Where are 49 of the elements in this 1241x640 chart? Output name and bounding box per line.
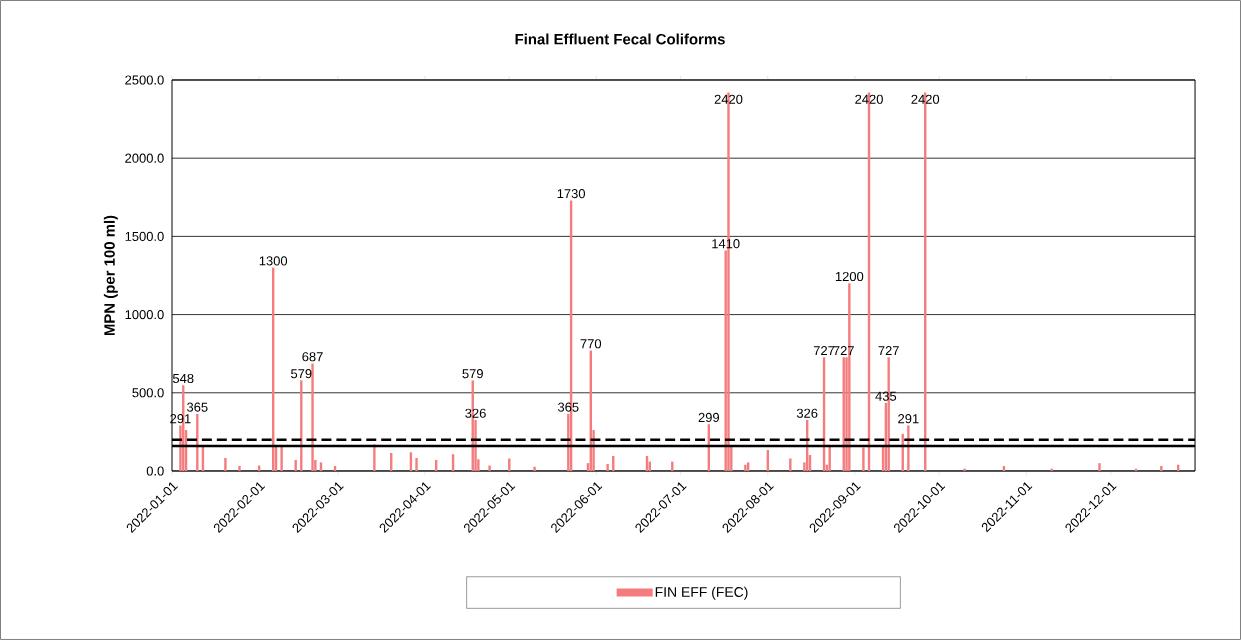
y-axis-title: MPN (per 100 ml) xyxy=(103,215,118,336)
data-label: 687 xyxy=(302,352,323,362)
bar xyxy=(533,466,536,471)
bar xyxy=(280,445,283,471)
data-label: 1300 xyxy=(259,256,288,266)
data-label: 727 xyxy=(833,346,854,356)
bar xyxy=(311,363,314,471)
data-label: 365 xyxy=(187,402,208,412)
y-tick-label: 1000.0 xyxy=(125,310,164,320)
data-label: 2420 xyxy=(911,94,940,104)
data-label: 435 xyxy=(875,391,897,401)
bar xyxy=(294,460,297,471)
legend-label: FIN EFF (FEC) xyxy=(655,586,748,600)
bar xyxy=(828,445,831,471)
y-tick-label: 2000.0 xyxy=(125,153,164,163)
data-label: 291 xyxy=(170,414,191,424)
data-label: 2420 xyxy=(714,94,743,104)
bar xyxy=(224,458,227,471)
bar xyxy=(1160,465,1163,471)
data-label: 579 xyxy=(462,369,483,379)
data-label: 365 xyxy=(557,402,579,412)
data-label: 291 xyxy=(898,414,919,424)
y-tick-label: 500.0 xyxy=(132,388,164,398)
bar xyxy=(488,465,491,471)
data-label: 1200 xyxy=(835,271,864,282)
data-label: 326 xyxy=(796,408,818,418)
bar xyxy=(963,468,966,471)
data-label: 326 xyxy=(465,408,486,418)
data-label: 579 xyxy=(291,369,312,379)
data-label: 2420 xyxy=(855,94,883,104)
data-label: 1410 xyxy=(712,239,740,249)
bar xyxy=(606,463,609,471)
data-label: 299 xyxy=(698,412,720,423)
bar xyxy=(415,458,418,471)
bar xyxy=(373,444,376,471)
y-tick-label: 1500.0 xyxy=(125,231,164,241)
y-tick-label: 0.0 xyxy=(146,466,164,476)
chart-title: Final Effluent Fecal Coliforms xyxy=(515,33,725,45)
data-label: 727 xyxy=(813,346,835,356)
bar xyxy=(196,413,199,471)
data-label: 548 xyxy=(172,373,194,384)
bar xyxy=(1098,463,1101,471)
data-label: 727 xyxy=(878,346,899,356)
data-label: 1730 xyxy=(557,189,585,199)
bar xyxy=(238,465,241,471)
bar xyxy=(789,458,792,471)
y-tick-label: 2500.0 xyxy=(125,75,164,85)
data-label: 770 xyxy=(580,339,602,349)
bar xyxy=(862,447,865,471)
